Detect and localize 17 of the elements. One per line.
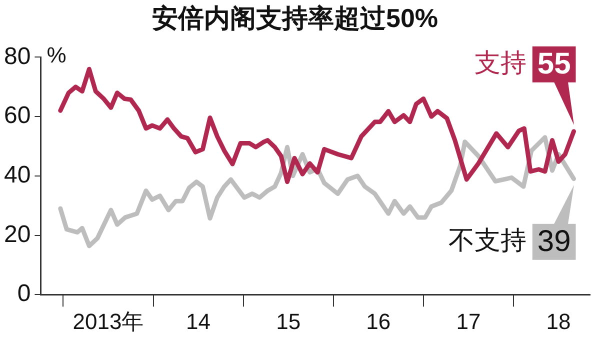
y-tick-label: 0: [17, 280, 31, 308]
y-tick-label: 20: [4, 220, 31, 248]
x-tick-label: 15: [276, 308, 301, 334]
data-label: 55: [537, 48, 571, 81]
y-tick-label: 60: [4, 102, 31, 130]
y-axis-title: %: [46, 42, 66, 68]
chart-title: 安倍内阁支持率超过50%: [152, 2, 438, 33]
x-tick-label: 2013年: [72, 308, 144, 334]
y-tick-label: 40: [4, 162, 31, 189]
x-tick-label: 16: [366, 308, 391, 334]
x-tick-label: 18: [546, 308, 571, 334]
y-tick-label: 80: [4, 42, 31, 70]
legend-label: 支持: [474, 48, 526, 78]
x-tick-label: 17: [456, 308, 481, 334]
legend-label: 不支持: [448, 225, 526, 256]
data-label: 39: [537, 225, 571, 258]
x-tick-label: 14: [186, 308, 211, 334]
